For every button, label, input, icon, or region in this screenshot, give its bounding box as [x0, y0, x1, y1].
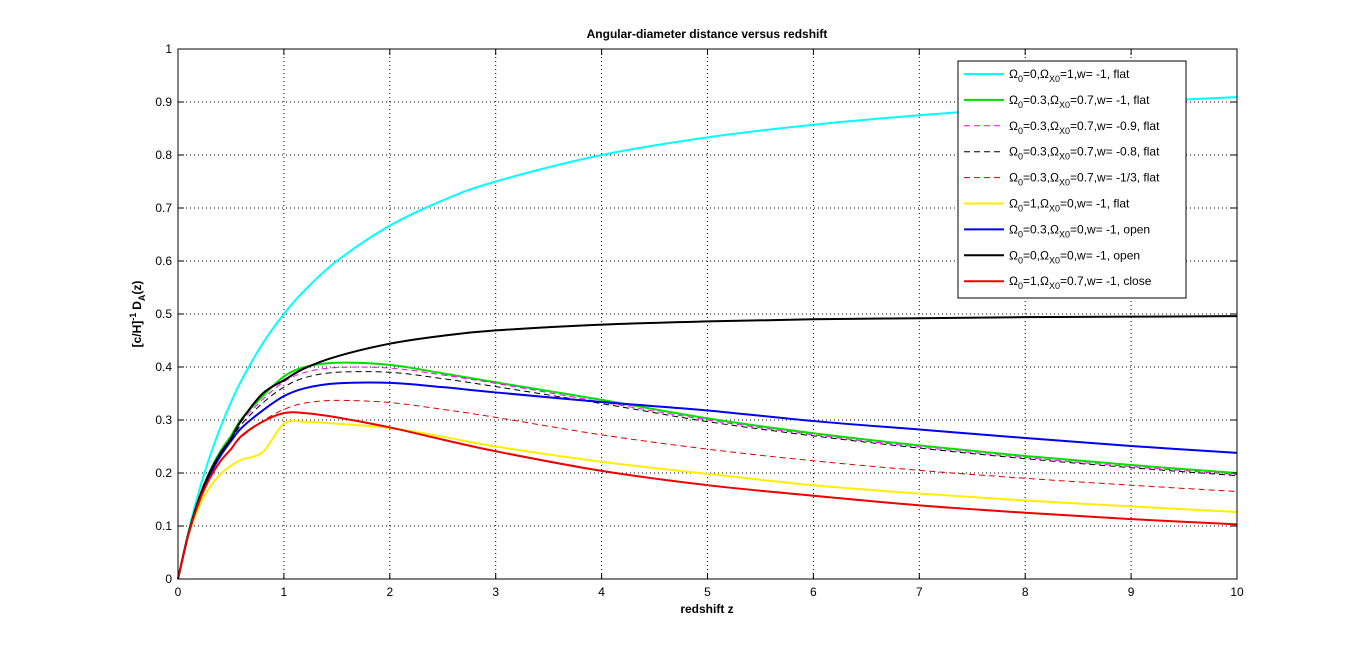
- series-line-9: [177, 411, 1238, 580]
- x-tick-label: 2: [386, 585, 393, 599]
- y-axis-label: [c/H]-1 DA(z): [128, 281, 147, 348]
- x-tick-labels: 0 1 2 3 4 5 6 7 8 9 10: [175, 585, 1244, 599]
- y-tick-label: 0: [165, 572, 172, 586]
- legend-entry-6: Ω0=1,ΩX0=0,w= -1, flat: [1009, 197, 1130, 214]
- y-tick-label: 1: [165, 42, 172, 56]
- legend-entry-4: Ω0=0.3,ΩX0=0.7,w= -0.8, flat: [1009, 145, 1160, 162]
- y-tick-label: 0.3: [155, 413, 172, 427]
- legend-entry-2: Ω0=0.3,ΩX0=0.7,w= -1, flat: [1009, 93, 1150, 110]
- y-tick-label: 0.6: [155, 254, 172, 268]
- y-tick-label: 0.8: [155, 148, 172, 162]
- x-tick-label: 0: [175, 585, 182, 599]
- legend-entry-3: Ω0=0.3,ΩX0=0.7,w= -0.9, flat: [1009, 119, 1160, 136]
- y-axis-label-end: (z): [130, 281, 144, 295]
- y-axis-label-sub: A: [137, 294, 147, 301]
- legend-entry-8: Ω0=0,ΩX0=0,w= -1, open: [1009, 248, 1140, 265]
- legend-entry-1: Ω0=0,ΩX0=1,w= -1, flat: [1009, 67, 1130, 84]
- y-tick-label: 0.4: [155, 360, 172, 374]
- x-tick-label: 6: [810, 585, 817, 599]
- legend: Ω0=0,ΩX0=1,w= -1, flat Ω0=0.3,ΩX0=0.7,w= …: [957, 60, 1187, 299]
- y-axis-label-tail: D: [130, 301, 144, 310]
- y-axis-label-sup: -1: [128, 313, 138, 321]
- x-axis-label: redshift z: [680, 602, 733, 616]
- y-tick-label: 0.9: [155, 95, 172, 109]
- y-tick-label: 0.1: [155, 519, 172, 533]
- x-tick-label: 4: [598, 585, 605, 599]
- legend-entry-7: Ω0=0.3,ΩX0=0,w= -1, open: [1009, 222, 1150, 239]
- x-tick-label: 9: [1128, 585, 1135, 599]
- y-tick-label: 0.7: [155, 201, 172, 215]
- legend-entry-5: Ω0=0.3,ΩX0=0.7,w= -1/3, flat: [1009, 171, 1160, 188]
- series-line-4: [177, 371, 1238, 580]
- y-axis-label-main: [c/H]: [130, 321, 144, 348]
- y-tick-label: 0.2: [155, 466, 172, 480]
- series-line-1: [177, 96, 1238, 580]
- y-tick-labels: 0 0.1 0.2 0.3 0.4 0.5 0.6 0.7 0.8 0.9 1: [155, 42, 172, 586]
- series-line-8: [177, 315, 1238, 580]
- x-tick-label: 3: [492, 585, 499, 599]
- ticks: [177, 48, 1238, 580]
- legend-entry-9: Ω0=1,ΩX0=0.7,w= -1, close: [1009, 274, 1152, 291]
- x-tick-label: 10: [1230, 585, 1244, 599]
- x-tick-label: 1: [281, 585, 288, 599]
- x-tick-label: 7: [916, 585, 923, 599]
- y-tick-label: 0.5: [155, 307, 172, 321]
- x-tick-label: 8: [1022, 585, 1029, 599]
- x-tick-label: 5: [704, 585, 711, 599]
- series-line-7: [177, 381, 1238, 580]
- chart-title: Angular-diameter distance versus redshif…: [587, 27, 828, 41]
- series-line-3: [177, 366, 1238, 580]
- series-group: [177, 96, 1238, 580]
